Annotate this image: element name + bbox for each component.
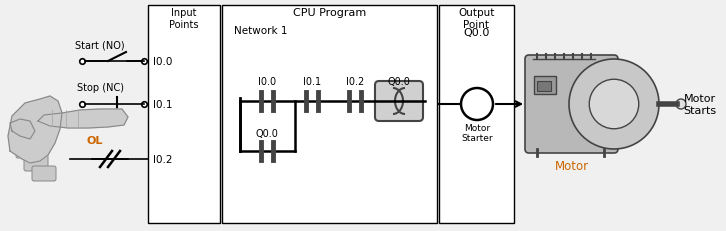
Bar	[534, 77, 556, 94]
Text: I0.2: I0.2	[153, 154, 173, 164]
Text: CPU Program: CPU Program	[293, 8, 366, 18]
Circle shape	[676, 100, 686, 109]
FancyBboxPatch shape	[24, 154, 48, 171]
Text: OL: OL	[87, 135, 103, 145]
Text: Motor
Starter: Motor Starter	[461, 123, 493, 143]
Text: I0.2: I0.2	[346, 77, 364, 87]
Polygon shape	[8, 97, 62, 163]
Bar	[439, 6, 514, 223]
Text: Q0.0: Q0.0	[463, 28, 490, 38]
Text: Output
Point: Output Point	[458, 8, 494, 30]
Polygon shape	[10, 119, 35, 139]
Text: Motor: Motor	[555, 159, 589, 172]
Text: Q0.0: Q0.0	[256, 128, 279, 138]
Text: Start (NO): Start (NO)	[76, 40, 125, 50]
Bar	[222, 6, 437, 223]
Bar	[537, 82, 551, 92]
Text: I0.0: I0.0	[258, 77, 276, 87]
Text: I0.1: I0.1	[303, 77, 321, 87]
FancyBboxPatch shape	[375, 82, 423, 122]
Polygon shape	[38, 109, 128, 128]
Text: I0.0: I0.0	[153, 57, 172, 67]
Text: Motor
Starts: Motor Starts	[683, 94, 716, 115]
FancyBboxPatch shape	[16, 139, 40, 158]
Circle shape	[569, 60, 659, 149]
Circle shape	[461, 89, 493, 121]
Circle shape	[590, 80, 639, 129]
Text: I0.1: I0.1	[153, 100, 173, 109]
Text: Stop (NC): Stop (NC)	[76, 83, 123, 93]
FancyBboxPatch shape	[525, 56, 618, 153]
Text: Q0.0: Q0.0	[388, 77, 410, 87]
Text: Input
Points: Input Points	[169, 8, 199, 30]
Bar	[148, 6, 220, 223]
Text: Network 1: Network 1	[234, 26, 287, 36]
FancyBboxPatch shape	[32, 166, 56, 181]
